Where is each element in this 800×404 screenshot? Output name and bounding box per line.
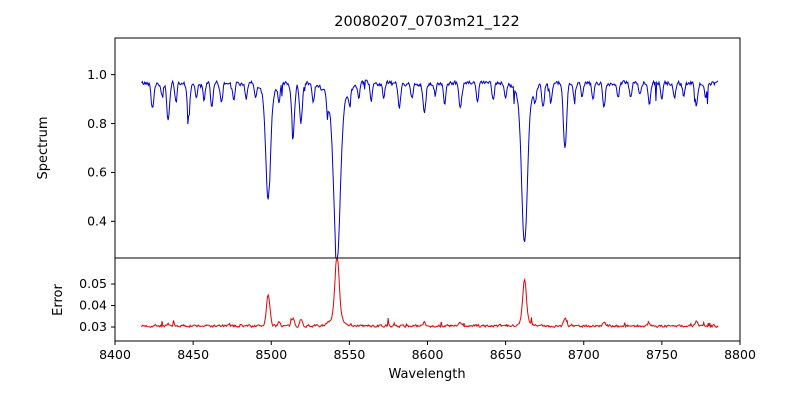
spectrum-y-axis-label: Spectrum: [36, 117, 51, 180]
error-y-axis-label: Error: [51, 284, 66, 316]
spectrum-line: [141, 79, 719, 258]
y-tick-label: 1.0: [87, 67, 107, 82]
x-tick-label: 8400: [99, 347, 131, 362]
x-tick-label: 8800: [724, 347, 756, 362]
error-line: [141, 258, 719, 329]
x-tick-label: 8600: [412, 347, 444, 362]
plot-area: 0.4 0.6 0.8 1.0 0.03 0.04 0.05 8400 8450 8500 8550…: [79, 37, 756, 362]
chart-title: 20080207_0703m21_122: [334, 14, 519, 30]
x-tick-label: 8700: [568, 347, 600, 362]
x-tick-label: 8550: [333, 347, 365, 362]
y-tick-label: 0.8: [87, 116, 107, 131]
spectrum-axes-border: [114, 37, 741, 259]
x-axis-label: Wavelength: [388, 367, 465, 382]
x-tick-label: 8500: [255, 347, 287, 362]
y-tick-label: 0.6: [87, 165, 107, 180]
x-tick-label: 8750: [646, 347, 678, 362]
x-tick-label: 8650: [490, 347, 522, 362]
y-tick-label: 0.04: [79, 298, 107, 313]
y-tick-label: 0.05: [79, 276, 107, 291]
error-axes-border: [114, 257, 741, 342]
y-tick-label: 0.03: [79, 319, 107, 334]
x-tick-label: 8450: [177, 347, 209, 362]
y-tick-label: 0.4: [87, 214, 107, 229]
